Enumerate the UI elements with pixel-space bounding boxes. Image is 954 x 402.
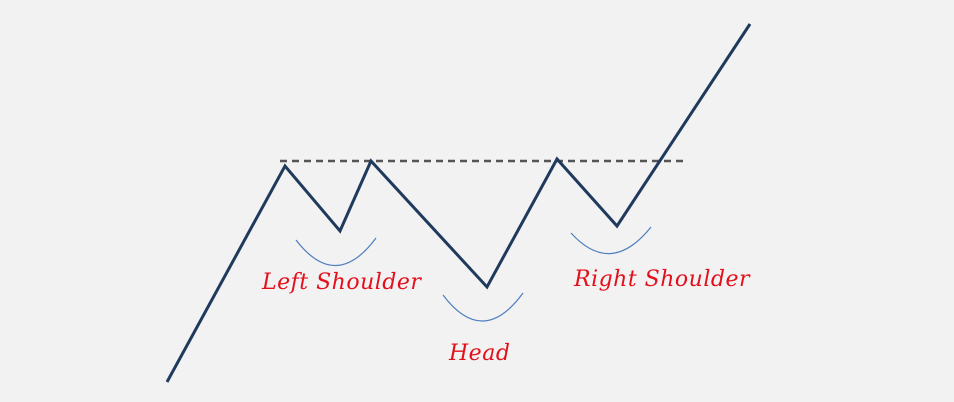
head-arc [442,292,524,322]
head-label: Head [449,341,511,366]
right-shoulder-arc [570,226,652,255]
left-shoulder-label: Left Shoulder [262,270,422,295]
right-shoulder-label: Right Shoulder [574,267,750,292]
price-line [165,23,752,383]
left-shoulder-arc [295,237,377,266]
